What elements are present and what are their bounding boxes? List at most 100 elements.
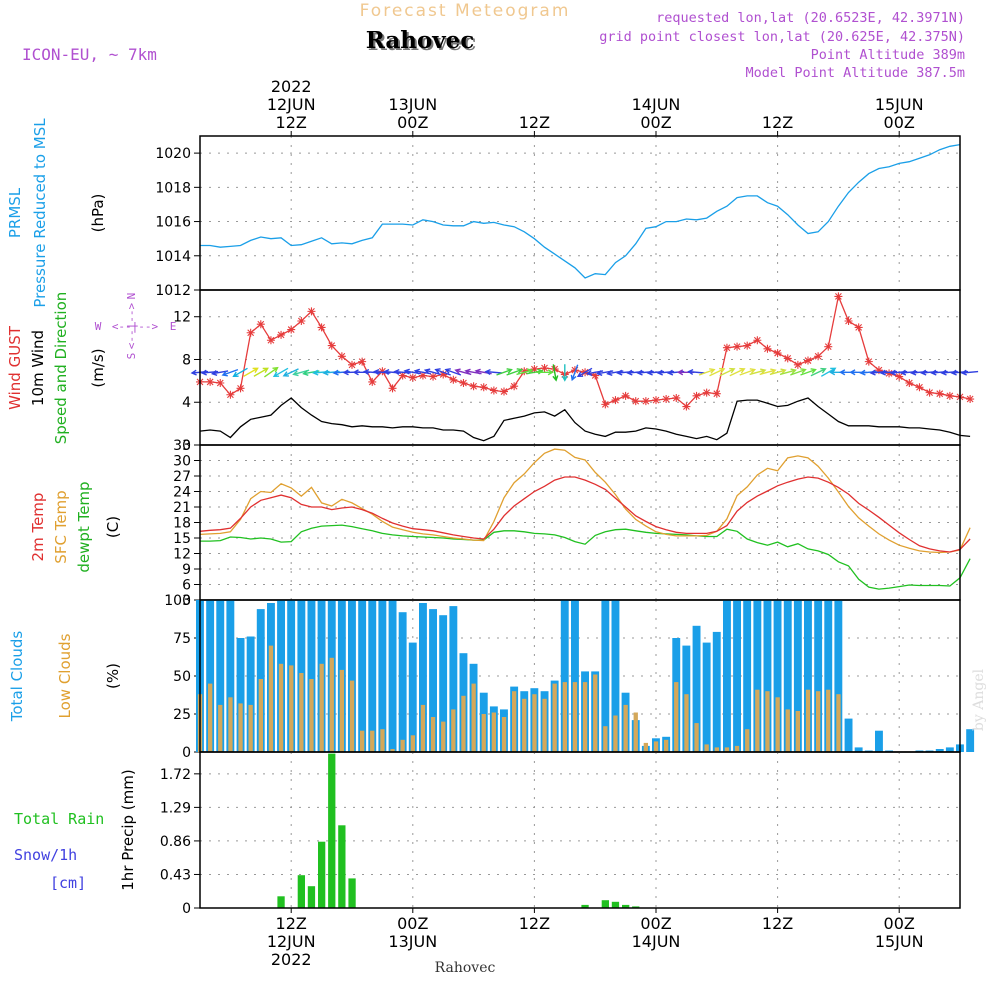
low-cloud-bar	[430, 717, 436, 752]
y-tick-label: 15	[173, 531, 191, 547]
model-altitude: Model Point Altitude 387.5m	[746, 65, 965, 81]
wind-gust-point	[864, 357, 873, 366]
compass-n: N	[125, 293, 138, 300]
low-cloud-bar	[542, 698, 547, 752]
y-tick-label: 1.72	[160, 767, 191, 783]
low-cloud-bar	[329, 657, 334, 752]
total-cloud-bar	[945, 747, 954, 752]
total-cloud-bar	[793, 600, 802, 752]
low-cloud-bar	[522, 698, 527, 752]
pressure-line	[200, 143, 960, 279]
wind-gust-point	[824, 342, 833, 351]
low-cloud-bar	[593, 674, 598, 752]
wind-gust-point	[459, 379, 468, 387]
total-cloud-bar	[571, 600, 579, 752]
total-cloud-bar	[398, 612, 407, 752]
y-tick-label: 12	[173, 310, 191, 326]
wind-direction-arrow	[656, 369, 675, 376]
low-cloud-bar	[380, 729, 385, 752]
time-label-bottom: 00Z	[884, 914, 915, 933]
wind-direction-arrow	[698, 368, 716, 376]
low-cloud-bar	[491, 712, 496, 752]
panel-precipitation: 0 0.43 0.86 1.29 1.72 1hr Precip (mm) Total Ra…	[14, 751, 961, 917]
total-cloud-bar	[206, 600, 215, 752]
wind-gust-point	[348, 360, 356, 369]
wind-direction-arrow	[506, 368, 524, 376]
precip-unit: 1hr Precip (mm)	[119, 769, 137, 890]
wind-gust-point	[256, 320, 265, 329]
clouds-label-total: Total Clouds	[8, 631, 26, 723]
time-label-bottom: 12Z	[519, 914, 550, 933]
wind-gust-point	[834, 292, 843, 301]
total-cloud-bar	[368, 600, 377, 752]
rain-bar	[632, 906, 640, 908]
wind-gust-point	[216, 379, 225, 387]
time-label-top: 15JUN	[875, 95, 924, 114]
time-label-bottom: 12JUN	[267, 932, 316, 951]
wind-direction-arrow	[362, 368, 381, 375]
time-label-top: 12Z	[276, 113, 307, 132]
low-cloud-bar	[785, 709, 790, 752]
total-cloud-bar	[834, 600, 843, 752]
wind-gust-point	[277, 330, 286, 339]
wind-gust-point	[206, 377, 215, 386]
low-cloud-bar	[268, 645, 274, 752]
low-cloud-bar	[613, 715, 618, 752]
time-label-bottom: 00Z	[640, 914, 671, 933]
wind-gust-point	[722, 343, 731, 352]
total-cloud-bar	[236, 638, 245, 752]
wind-gust-point	[398, 371, 407, 380]
time-label-bottom: 12Z	[762, 914, 793, 933]
total-cloud-bar	[773, 600, 782, 752]
total-cloud-bar	[429, 609, 437, 752]
wind-gust-line	[200, 294, 971, 408]
wind-direction-arrow	[879, 369, 898, 376]
surface-temp-line	[199, 448, 971, 554]
location-title: Rahovec	[366, 27, 475, 54]
total-cloud-bar	[712, 631, 721, 752]
time-label-top: 14JUN	[632, 95, 681, 114]
low-cloud-bar	[309, 679, 314, 752]
wind-direction-arrow	[779, 368, 797, 376]
wind-gust-point	[266, 336, 275, 345]
total-cloud-bar	[844, 718, 853, 752]
y-tick-label: 18	[173, 516, 191, 532]
low-cloud-bar	[694, 723, 699, 752]
wind-direction-arrow	[561, 364, 568, 382]
wind-gust-point	[388, 384, 397, 393]
low-cloud-bar	[623, 704, 628, 752]
time-label-top: 2022	[271, 77, 312, 96]
rain-bar	[328, 753, 336, 908]
wind-gust-point	[672, 393, 681, 402]
low-cloud-bar	[532, 694, 537, 752]
time-label-bottom: 2022	[271, 950, 312, 969]
y-tick-label: 1014	[155, 249, 191, 265]
low-cloud-bar	[339, 669, 344, 752]
wind-gust-point	[601, 400, 610, 409]
wind-direction-arrow	[646, 369, 665, 376]
low-cloud-bar	[734, 745, 740, 752]
rain-bar	[307, 886, 316, 908]
wind-direction-arrow	[769, 368, 787, 376]
low-cloud-bar	[653, 741, 659, 752]
low-cloud-bar	[795, 711, 800, 752]
wind-gust-point	[418, 371, 427, 380]
wind-direction-arrow	[496, 368, 513, 376]
low-cloud-bar	[816, 691, 821, 752]
wind-direction-arrow	[372, 368, 391, 375]
total-cloud-bar	[348, 600, 356, 752]
wind-gust-point	[429, 372, 438, 381]
wind-gust-point	[510, 382, 519, 391]
model-name: ICON-EU, ~ 7km	[22, 45, 157, 64]
wind-gust-point	[682, 402, 691, 411]
compass-e: E	[170, 320, 177, 333]
wind-direction-arrow	[859, 369, 877, 376]
low-cloud-bar	[410, 735, 415, 752]
y-tick-label: 0	[182, 438, 191, 454]
rain-bar	[277, 896, 285, 908]
wind-direction-arrow	[536, 369, 554, 376]
wind-direction-arrow	[253, 367, 269, 377]
wind-direction-arrow	[576, 367, 593, 378]
